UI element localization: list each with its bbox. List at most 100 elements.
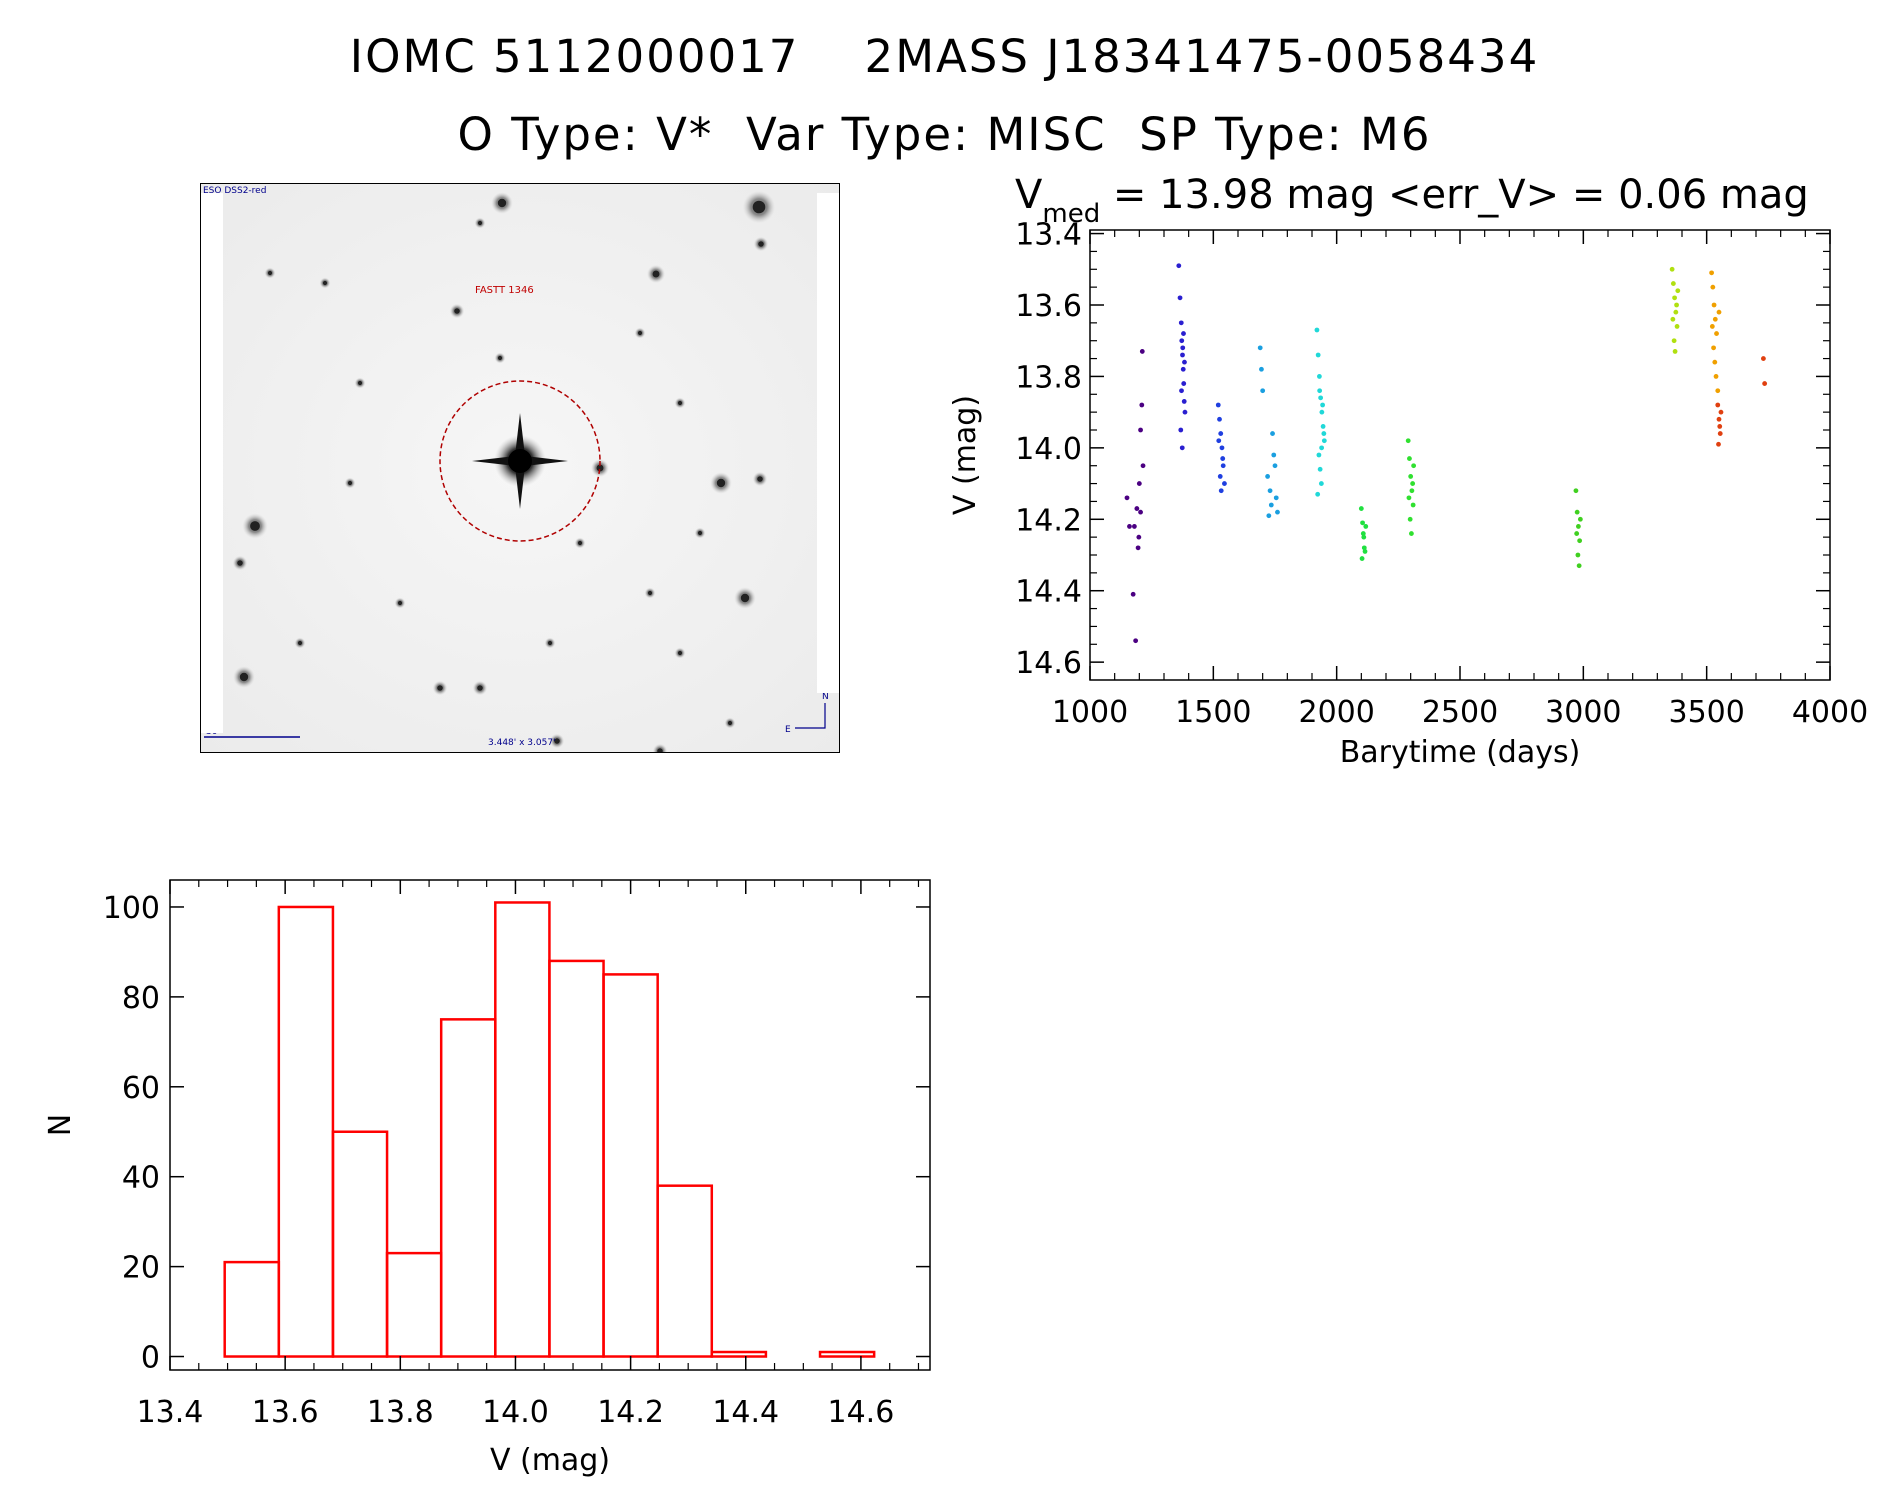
light-curve-point [1217,474,1223,479]
field-star [239,672,249,682]
field-star [497,198,507,208]
histogram-bar [710,1350,768,1358]
light-curve-point [1319,409,1325,415]
light-curve-point [1215,402,1221,408]
histogram-ytick-label: 20 [122,1251,160,1286]
light-curve-point [1715,388,1721,394]
light-curve-point [1360,520,1365,526]
histogram-xtick-label: 14.4 [712,1395,779,1430]
light-curve-point [1410,502,1416,508]
light-curve-point [1182,359,1187,365]
light-curve-point [1266,513,1272,519]
light-curve-point [1576,563,1582,569]
light-curve-axes: 1000 1500 2000 2500 3000 3500 4000 13.4 13.6 13.8… [1015,218,1868,730]
light-curve-point [1318,395,1324,401]
histogram-bar [223,1260,281,1358]
light-curve-point [1359,556,1365,561]
light-curve-point [1272,463,1278,469]
histogram-ytick-label: 60 [122,1071,160,1106]
light-curve-point [1216,438,1222,444]
light-curve-point [1407,516,1413,522]
field-star [547,640,553,646]
field-star [454,308,460,314]
light-curve-point [1180,366,1186,372]
light-curve-frame [1089,229,1831,681]
light-curve-point [1273,495,1279,501]
field-star [250,521,260,531]
field-star [297,640,303,646]
histogram-ytick-label: 0 [141,1341,160,1376]
light-curve-point [1135,545,1141,551]
light-curve-ytick-label: 13.4 [1015,218,1082,253]
light-curve-point [1675,288,1681,294]
light-curve-point [1709,324,1715,329]
light-curve-point [1408,474,1414,479]
east-label: E [785,725,791,735]
light-curve-point [1181,381,1187,386]
light-curve-point [1713,374,1719,379]
histogram-xtick-label: 13.6 [252,1395,319,1430]
light-curve-xtick-label: 1500 [1175,695,1251,730]
light-curve-point [1317,388,1323,394]
light-curve-point [1672,295,1677,301]
histogram-bar [818,1350,876,1358]
light-curve-point [1138,427,1143,433]
light-curve-point [1716,309,1722,315]
light-curve-xtick-label: 3000 [1545,695,1621,730]
light-curve-points [1124,263,1768,644]
histogram-xtick-label: 13.8 [367,1395,434,1430]
light-curve-ylabel: V (mag) [948,395,983,515]
field-star [727,720,733,726]
light-curve-point [1670,316,1676,322]
field-star [347,480,353,486]
light-curve-point [1669,266,1675,272]
field-star [757,476,763,482]
light-curve-point [1275,509,1280,515]
light-curve-point [1576,524,1581,529]
light-curve-title: Vmed = 13.98 mag <err_V> = 0.06 mag [1015,172,1809,229]
sky-frame [200,183,840,753]
light-curve-point [1405,438,1411,444]
light-curve-point [1182,409,1188,415]
light-curve-ytick-label: 14.0 [1015,432,1082,467]
light-curve-point [1320,424,1326,429]
light-curve-xtick-label: 2500 [1422,695,1498,730]
light-curve-point [1574,531,1580,536]
field-star [397,600,403,606]
light-curve-point [1319,445,1325,451]
survey-label: ESO DSS2-red [203,186,266,196]
light-curve-point [1673,309,1679,315]
light-curve-point [1762,381,1768,386]
light-curve-point [1321,438,1327,444]
light-curve-point [1314,327,1320,333]
north-label: N [822,692,829,702]
light-curve-point [1574,509,1580,515]
light-curve-point [1407,456,1412,461]
light-curve-point [1409,488,1415,494]
light-curve-point [1717,424,1723,429]
light-curve-point [1133,638,1139,644]
light-curve-point [1712,316,1718,322]
light-curve-point [1177,295,1183,301]
light-curve-point [1317,466,1323,472]
field-star [477,685,483,691]
light-curve-point [1134,506,1140,511]
light-curve-point [1320,402,1326,408]
light-curve-point [1315,491,1321,497]
light-curve-xtick-label: 4000 [1792,695,1868,730]
field-star [697,530,703,536]
light-curve-xtick-label: 3500 [1668,695,1744,730]
light-curve-point [1363,524,1369,529]
histogram-ytick-label: 80 [122,981,160,1016]
light-curve-point [1577,538,1583,544]
light-curve-point [1718,409,1724,415]
light-curve-point [1271,452,1277,458]
histogram-ytick-label: 100 [103,891,160,926]
light-curve-point [1181,331,1186,336]
field-star [357,380,363,386]
light-curve-point [1222,481,1227,486]
title-line-1: IOMC 5112000017 2MASS J18341475-0058434 [349,30,1540,83]
field-star [677,650,683,656]
target-circle [439,380,601,542]
title-line-2: O Type: V* Var Type: MISC SP Type: M6 [457,108,1432,161]
